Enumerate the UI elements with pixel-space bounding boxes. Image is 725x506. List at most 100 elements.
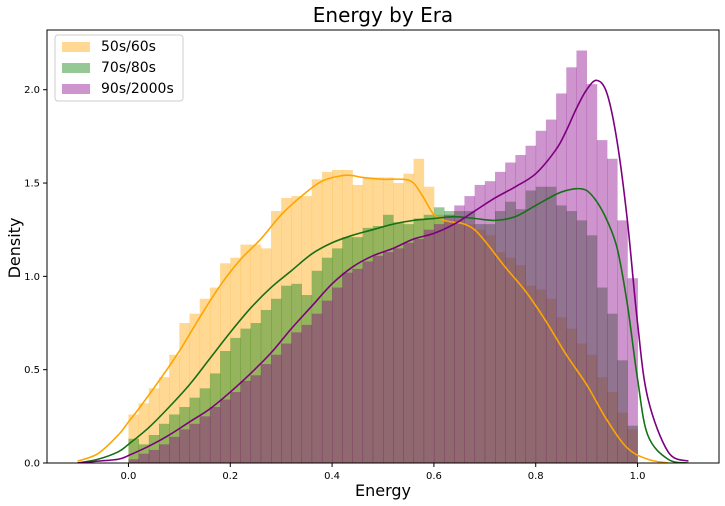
hist-bar — [169, 436, 180, 463]
legend-swatch-90s-2000s — [62, 84, 90, 94]
hist-bar — [260, 309, 272, 463]
hist-bar — [352, 184, 364, 463]
y-tick-label: 1.5 — [24, 179, 40, 190]
hist-bar — [586, 84, 598, 463]
legend-label-50s-60s: 50s/60s — [101, 39, 156, 55]
hist-bar — [617, 220, 628, 463]
hist-bar — [454, 205, 465, 463]
hist-bar — [372, 255, 384, 463]
y-tick-label: 0.5 — [24, 365, 40, 376]
hist-bar — [209, 373, 221, 463]
hist-bar — [474, 224, 486, 463]
hist-bar — [301, 295, 313, 463]
hist-bar — [209, 287, 221, 463]
hist-bar — [484, 181, 496, 463]
hist-bar — [148, 449, 160, 463]
hist-bar — [291, 283, 302, 463]
hist-bar — [433, 214, 445, 463]
hist-bar — [199, 416, 211, 463]
hist-bar — [128, 459, 140, 463]
hist-bar — [423, 214, 435, 463]
hist-bar — [281, 285, 292, 463]
hist-bar — [464, 211, 476, 463]
x-tick-label: 0.0 — [121, 471, 137, 482]
hist-bar — [240, 244, 252, 463]
hist-bar — [362, 227, 374, 463]
hist-bar — [301, 324, 313, 463]
hist-bar — [271, 354, 282, 463]
hist-bar — [576, 220, 588, 463]
hist-bar — [362, 177, 374, 463]
hist-bar — [230, 392, 241, 463]
hist-bar — [250, 323, 262, 463]
hist-bar — [342, 272, 353, 463]
x-axis-label: Energy — [355, 481, 411, 500]
legend-swatch-70s-80s — [62, 63, 90, 73]
hist-bar — [199, 388, 211, 463]
hist-bar — [311, 313, 323, 463]
hist-bar — [271, 298, 282, 463]
hist-bar — [566, 328, 577, 463]
hist-bar — [535, 289, 547, 463]
hist-bar — [220, 263, 231, 463]
hist-bar — [220, 351, 231, 463]
hist-bar — [607, 313, 618, 463]
hist-bar — [515, 155, 526, 463]
hist-bar — [393, 222, 404, 463]
hist-bar — [383, 252, 394, 463]
hist-bar — [372, 177, 384, 463]
y-tick-label: 0.0 — [24, 459, 40, 470]
hist-bar — [617, 360, 628, 463]
hist-bar — [505, 162, 516, 463]
hist-bar — [617, 412, 628, 463]
chart-title: Energy by Era — [313, 3, 453, 27]
hist-bar — [423, 186, 435, 463]
hist-bar — [444, 214, 455, 463]
hist-bar — [240, 380, 252, 463]
hist-bar — [342, 237, 353, 463]
hist-bar — [607, 158, 618, 463]
hist-bar — [148, 435, 160, 463]
hist-bar — [586, 354, 598, 463]
hist-bar — [627, 425, 638, 463]
hist-bar — [576, 343, 588, 463]
hist-bar — [484, 224, 496, 463]
hist-bar — [413, 158, 425, 463]
plot-area — [77, 50, 689, 463]
hist-bar — [627, 278, 638, 463]
hist-bar — [474, 229, 486, 463]
hist-bar — [556, 205, 567, 463]
y-axis-ticks: 0.0 0.5 1.0 1.5 2.0 — [24, 85, 47, 470]
kde-line-1 — [77, 174, 669, 463]
hist-bar — [444, 211, 455, 463]
hist-bar — [179, 323, 190, 463]
hist-bar — [128, 438, 140, 463]
hist-bar — [403, 173, 414, 463]
hist-bar — [454, 211, 465, 463]
hist-bar — [189, 423, 201, 463]
hist-bar — [403, 224, 414, 463]
hist-bar — [444, 220, 455, 463]
plot-frame — [46, 29, 720, 464]
hist-bar — [525, 190, 537, 463]
hist-bar — [403, 242, 414, 463]
hist-bar — [433, 207, 445, 463]
hist-bar — [495, 211, 506, 463]
hist-bar — [586, 235, 598, 463]
histogram-2 — [128, 186, 638, 463]
kde-line-2 — [77, 187, 689, 463]
hist-bar — [311, 270, 323, 463]
hist-bar — [383, 177, 394, 463]
hist-bar — [505, 257, 516, 463]
hist-bar — [240, 328, 252, 463]
hist-bar — [291, 196, 302, 463]
hist-bar — [525, 285, 537, 463]
hist-bar — [189, 313, 201, 463]
y-tick-label: 1.0 — [24, 272, 40, 283]
hist-bar — [474, 184, 486, 463]
hist-bar — [545, 119, 557, 463]
hist-bar — [332, 287, 343, 463]
hist-bar — [566, 211, 577, 463]
hist-bar — [220, 399, 231, 463]
kde-line-3 — [77, 79, 689, 463]
